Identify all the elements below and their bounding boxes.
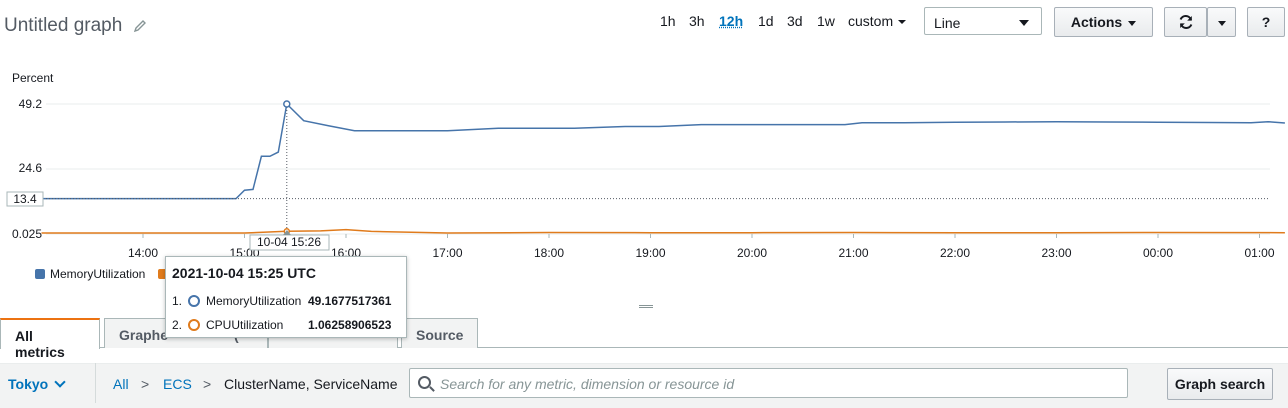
x-tick-label: 21:00 (838, 246, 868, 260)
graph-title[interactable]: Untitled graph (4, 15, 123, 36)
series-line-CPUUtilization[interactable] (41, 228, 1285, 234)
breadcrumb-current: ClusterName, ServiceName (224, 376, 398, 392)
range-custom-dropdown[interactable]: custom (848, 13, 907, 29)
range-1w-button[interactable]: 1w (817, 13, 835, 29)
tab-source[interactable]: Source (401, 318, 478, 348)
tooltip-row-name: MemoryUtilization (206, 294, 302, 308)
tooltip-row-value: 1.06258906523 (308, 318, 392, 332)
line-chart[interactable]: Percent 49.2 24.6 0.025 14:00 15:00 16:00 1… (0, 60, 1288, 265)
tooltip-row-name: CPUUtilization (206, 318, 284, 332)
x-hover-label: 10-04 15:26 (257, 235, 321, 249)
y-tick-label: 49.2 (19, 97, 43, 111)
caret-down-icon (898, 20, 907, 25)
range-1d-button[interactable]: 1d (758, 13, 774, 29)
edit-title-icon[interactable] (133, 19, 147, 33)
chart-type-value: Line (934, 15, 961, 31)
gridlines (46, 103, 1270, 235)
caret-down-icon (1217, 20, 1226, 26)
refresh-options-button[interactable] (1207, 7, 1236, 37)
hover-tooltip: 2021-10-04 15:25 UTC 1. MemoryUtilization… (165, 256, 407, 338)
range-12h-button[interactable]: 12h (719, 13, 744, 29)
y-axis-ticks: 49.2 24.6 0.025 (12, 97, 42, 241)
series-lines (41, 102, 1285, 234)
caret-down-icon (1128, 20, 1137, 26)
breadcrumb-separator: > (203, 376, 212, 392)
help-button[interactable]: ? (1247, 7, 1285, 37)
graph-search-button[interactable]: Graph search (1167, 368, 1273, 400)
custom-label: custom (848, 13, 894, 29)
x-axis-ticks: 14:00 15:00 16:00 17:00 18:00 19:00 20:00 21:00… (128, 234, 1275, 260)
series-marker-icon (188, 319, 200, 331)
region-label: Tokyo (8, 376, 49, 392)
legend-label: MemoryUtilization (50, 267, 146, 281)
x-tick-label: 17:00 (432, 246, 462, 260)
legend-swatch (35, 269, 45, 279)
y-tick-label: 0.025 (12, 227, 42, 241)
search-icon (418, 376, 431, 389)
x-tick-label: 22:00 (940, 246, 970, 260)
tab-graphed-label: Graphe (119, 327, 169, 343)
legend-item-memory[interactable]: MemoryUtilization (35, 267, 145, 281)
chart-type-select[interactable]: Line (924, 7, 1042, 35)
tabs-divider (0, 347, 1288, 348)
breadcrumb-separator: > (141, 376, 150, 392)
y-axis-label: Percent (12, 71, 54, 85)
refresh-icon (1179, 15, 1192, 29)
x-tick-label: 18:00 (534, 246, 564, 260)
resize-handle[interactable] (639, 305, 653, 308)
y-hover-label-box (6, 191, 44, 207)
tooltip-title: 2021-10-04 15:25 UTC (172, 265, 316, 281)
breadcrumb-all[interactable]: All (113, 376, 129, 392)
actions-label: Actions (1070, 14, 1123, 30)
x-tick-label: 01:00 (1244, 246, 1274, 260)
y-hover-label: 13.4 (13, 192, 37, 206)
x-hover-pointer (283, 230, 291, 235)
legend-item-cpu[interactable] (158, 267, 173, 281)
tooltip-row-index: 1. (172, 294, 183, 308)
refresh-button[interactable] (1164, 7, 1207, 37)
region-selector[interactable]: Tokyo (8, 376, 66, 392)
help-icon: ? (1261, 14, 1271, 30)
tab-all-metrics[interactable]: All metrics (0, 318, 100, 360)
tooltip-row: 1. MemoryUtilization 49.1677517361 (172, 294, 391, 308)
legend-swatch (158, 269, 168, 279)
x-tick-label: 19:00 (635, 246, 665, 260)
x-tick-label: 23:00 (1041, 246, 1071, 260)
x-tick-label: 14:00 (128, 246, 158, 260)
caret-down-icon (1019, 20, 1029, 26)
tooltip-row-value: 49.1677517361 (308, 294, 392, 308)
search-input[interactable] (438, 373, 1112, 395)
metric-search-field[interactable] (409, 368, 1128, 398)
range-1h-button[interactable]: 1h (660, 13, 676, 29)
actions-button[interactable]: Actions (1054, 7, 1153, 37)
tooltip-row-index: 2. (172, 318, 183, 332)
range-3d-button[interactable]: 3d (787, 13, 803, 29)
x-tick-label: 00:00 (1143, 246, 1173, 260)
divider (95, 363, 96, 403)
breadcrumb-ecs[interactable]: ECS (163, 376, 192, 392)
hover-point-memory (283, 100, 291, 108)
x-tick-label: 20:00 (737, 246, 767, 260)
chevron-down-icon (54, 376, 66, 388)
series-line-MemoryUtilization[interactable] (41, 102, 1285, 200)
series-marker-icon (188, 295, 200, 307)
y-tick-label: 24.6 (19, 161, 43, 175)
range-3h-button[interactable]: 3h (689, 13, 705, 29)
tooltip-row: 2. CPUUtilization 1.06258906523 (172, 318, 391, 332)
hover-marks (46, 100, 1270, 235)
